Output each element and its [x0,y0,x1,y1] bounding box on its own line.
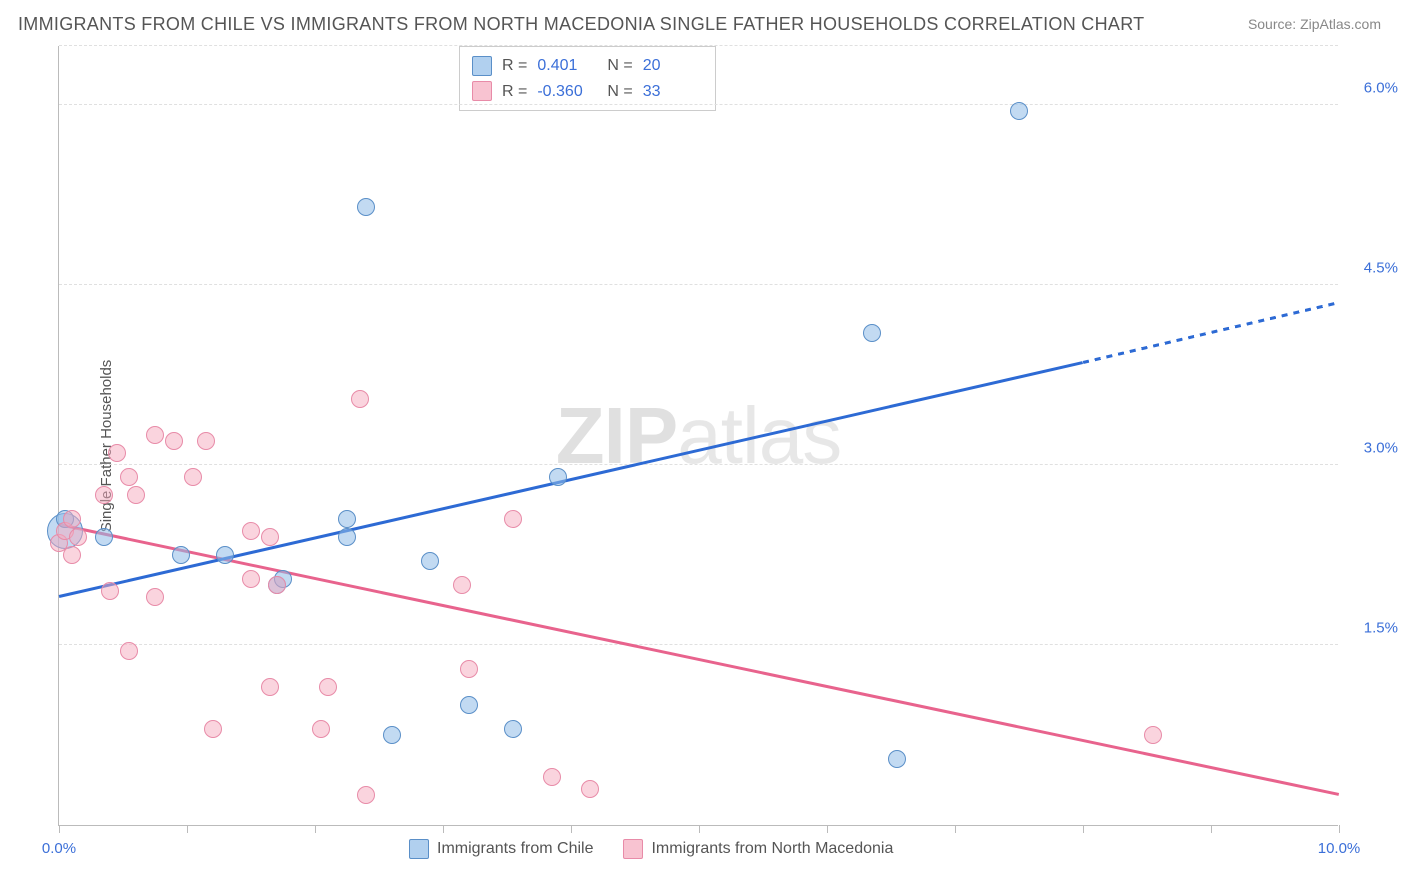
n-value: 20 [643,53,703,79]
data-point [165,432,183,450]
legend-stat-row: R = 0.401 N = 20 [472,53,703,79]
n-label: N = [607,79,632,105]
x-tick [187,825,188,833]
data-point [172,546,190,564]
x-tick-label: 0.0% [42,840,76,857]
x-tick [59,825,60,833]
legend-swatch [472,56,492,76]
data-point [63,510,81,528]
legend-series: Immigrants from Chile Immigrants from Nor… [409,839,893,859]
y-tick-label: 4.5% [1348,260,1398,277]
data-point [581,780,599,798]
data-point [197,432,215,450]
y-tick-label: 6.0% [1348,80,1398,97]
data-point [261,678,279,696]
data-point [242,522,260,540]
y-tick-label: 1.5% [1348,620,1398,637]
data-point [127,486,145,504]
legend-swatch [409,839,429,859]
x-tick [315,825,316,833]
data-point [95,486,113,504]
data-point [357,786,375,804]
data-point [101,582,119,600]
data-point [120,468,138,486]
data-point [338,528,356,546]
data-point [504,510,522,528]
data-point [312,720,330,738]
y-tick-label: 3.0% [1348,440,1398,457]
source-label: Source: ZipAtlas.com [1248,16,1381,32]
gridline [59,464,1338,465]
data-point [351,390,369,408]
data-point [1144,726,1162,744]
data-point [216,546,234,564]
legend-stats: R = 0.401 N = 20 R = -0.360 N = 33 [459,46,716,111]
x-tick [1211,825,1212,833]
data-point [184,468,202,486]
legend-series-label: Immigrants from North Macedonia [651,840,893,858]
r-label: R = [502,53,527,79]
data-point [108,444,126,462]
gridline [59,284,1338,285]
data-point [242,570,260,588]
legend-swatch [623,839,643,859]
r-value: 0.401 [537,53,597,79]
legend-series-item: Immigrants from Chile [409,839,593,859]
data-point [888,750,906,768]
n-value: 33 [643,79,703,105]
data-point [204,720,222,738]
data-point [319,678,337,696]
data-point [261,528,279,546]
legend-series-label: Immigrants from Chile [437,840,593,858]
trend-line [1083,301,1340,363]
legend-stat-row: R = -0.360 N = 33 [472,79,703,105]
trend-line [59,523,1340,795]
x-tick [443,825,444,833]
data-point [863,324,881,342]
data-point [146,426,164,444]
x-tick [1339,825,1340,833]
r-label: R = [502,79,527,105]
x-tick [571,825,572,833]
watermark: ZIPatlas [556,390,841,482]
x-tick [827,825,828,833]
data-point [504,720,522,738]
data-point [120,642,138,660]
data-point [338,510,356,528]
chart-title: IMMIGRANTS FROM CHILE VS IMMIGRANTS FROM… [18,14,1144,35]
data-point [460,660,478,678]
data-point [95,528,113,546]
legend-swatch [472,81,492,101]
legend-series-item: Immigrants from North Macedonia [623,839,893,859]
data-point [543,768,561,786]
gridline [59,45,1338,46]
data-point [549,468,567,486]
n-label: N = [607,53,632,79]
data-point [63,546,81,564]
gridline [59,104,1338,105]
data-point [357,198,375,216]
plot-area: ZIPatlas R =0.401N =20R =-0.360N =33 Imm… [58,46,1338,826]
data-point [146,588,164,606]
x-tick [1083,825,1084,833]
data-point [383,726,401,744]
gridline [59,644,1338,645]
watermark-bold: ZIP [556,391,677,480]
x-tick-label: 10.0% [1318,840,1361,857]
x-tick [699,825,700,833]
data-point [460,696,478,714]
x-tick [955,825,956,833]
data-point [268,576,286,594]
trend-line [59,361,1084,597]
data-point [453,576,471,594]
data-point [421,552,439,570]
data-point [69,528,87,546]
r-value: -0.360 [537,79,597,105]
data-point [1010,102,1028,120]
